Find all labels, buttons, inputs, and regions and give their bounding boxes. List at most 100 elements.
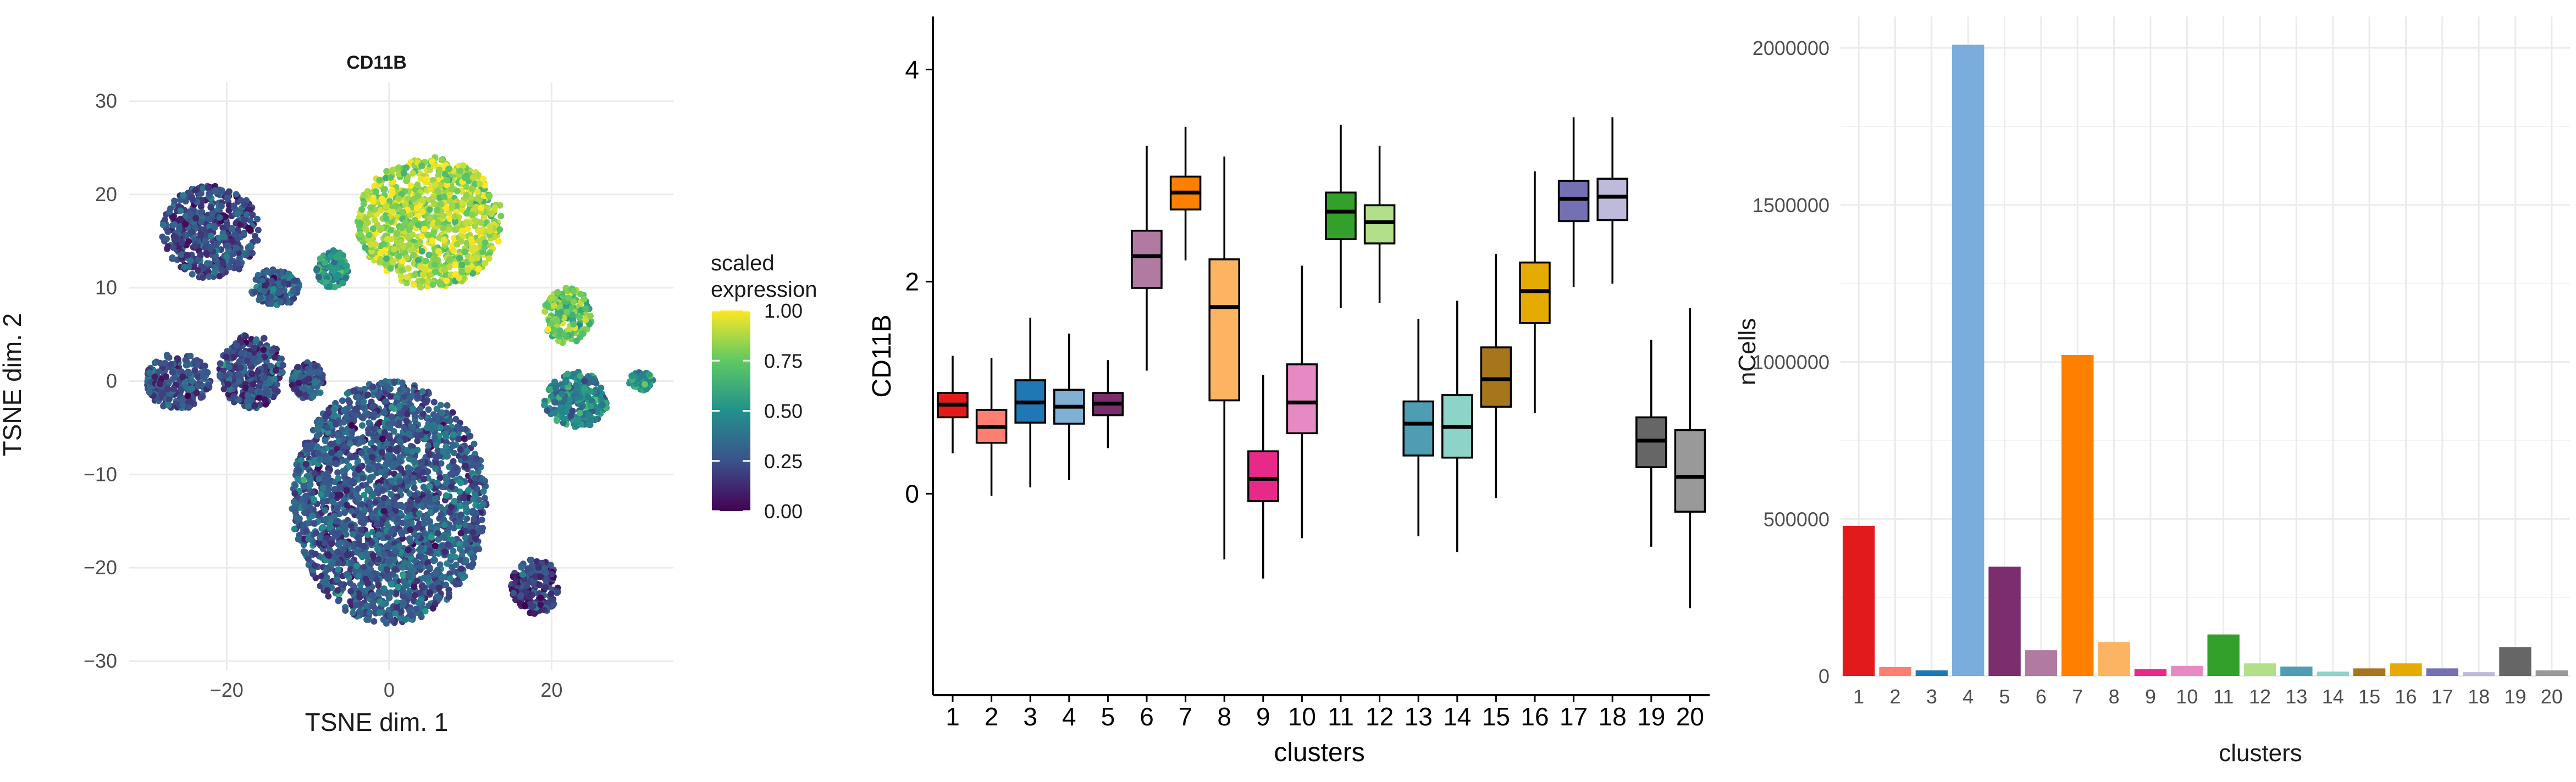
tsne-point	[178, 240, 185, 247]
tsne-point	[380, 186, 388, 193]
tsne-point	[467, 200, 474, 207]
tsne-point	[375, 531, 383, 538]
tsne-point	[335, 597, 342, 604]
tsne-point	[335, 559, 342, 565]
tsne-point	[549, 596, 556, 603]
tsne-point	[171, 221, 178, 228]
tsne-point	[413, 533, 421, 540]
tsne-point	[256, 356, 263, 363]
tsne-point	[351, 471, 358, 478]
tsne-point	[535, 564, 542, 571]
tsne-point	[246, 351, 252, 358]
tsne-point	[390, 461, 397, 468]
tsne-point	[563, 308, 571, 315]
tsne-point	[212, 187, 219, 194]
tsne-point	[400, 503, 407, 511]
tsne-point	[387, 265, 394, 272]
tsne-point	[205, 381, 212, 389]
tsne-point	[472, 245, 479, 252]
tsne-point	[318, 491, 325, 498]
tsne-point	[550, 302, 557, 309]
tsne-point	[332, 460, 339, 467]
tsne-point	[473, 546, 479, 553]
tsne-point	[317, 389, 324, 396]
tsne-point	[440, 516, 447, 523]
tsne-point	[396, 419, 403, 426]
tsne-point	[197, 190, 204, 197]
tsne-point	[385, 505, 393, 512]
tsne-point	[434, 206, 440, 213]
tsne-point	[312, 551, 319, 557]
tsne-point	[277, 298, 284, 306]
tsne-point	[411, 484, 418, 491]
tsne-point	[255, 368, 262, 375]
tsne-point	[457, 446, 464, 453]
tsne-point	[487, 228, 494, 235]
tsne-point	[358, 450, 365, 457]
tsne-point	[290, 498, 297, 506]
tsne-point	[458, 262, 466, 269]
tsne-point	[289, 287, 296, 295]
tsne-point	[179, 373, 186, 380]
tsne-point	[379, 435, 386, 442]
tsne-point	[411, 583, 418, 590]
tsne-point	[456, 254, 463, 262]
tsne-point	[368, 592, 375, 599]
tsne-point	[446, 509, 454, 516]
tsne-point	[331, 486, 338, 493]
tsne-point	[386, 424, 393, 431]
tsne-point	[191, 357, 198, 364]
tsne-point	[291, 525, 298, 533]
tsne-point	[518, 564, 525, 571]
tsne-point	[210, 222, 217, 229]
tsne-point	[282, 292, 289, 299]
tsne-point	[427, 494, 434, 501]
tsne-point	[576, 409, 583, 417]
tsne-point	[421, 574, 427, 581]
tsne-point	[461, 435, 468, 442]
tsne-point	[465, 267, 472, 274]
tsne-point	[218, 203, 225, 209]
tsne-point	[347, 588, 355, 595]
tsne-point	[336, 450, 344, 457]
tsne-point	[432, 268, 439, 275]
tsne-point	[193, 389, 200, 396]
tsne-point	[360, 201, 367, 208]
tsne-point	[563, 333, 570, 340]
tsne-point	[436, 182, 444, 189]
tsne-point	[476, 503, 483, 511]
tsne-point	[405, 506, 412, 513]
tsne-point	[457, 511, 465, 518]
tsne-point	[479, 524, 486, 531]
tsne-point	[316, 475, 323, 482]
tsne-point	[320, 578, 327, 585]
tsne-point	[436, 561, 444, 568]
tsne-point	[422, 608, 429, 615]
tsne-point	[423, 176, 430, 183]
tsne-point	[396, 403, 403, 410]
tsne-point	[234, 235, 241, 242]
tsne-point	[254, 237, 261, 244]
tsne-point	[306, 369, 313, 376]
tsne-point	[450, 431, 457, 438]
tsne-point	[250, 381, 257, 388]
tsne-point	[317, 456, 324, 463]
tsne-point	[523, 583, 530, 590]
tsne-point	[510, 590, 517, 597]
tsne-point	[512, 596, 519, 603]
tsne-point	[441, 266, 448, 273]
tsne-point	[366, 609, 373, 616]
tsne-point	[341, 442, 348, 450]
tsne-point	[445, 210, 452, 217]
tsne-point	[496, 226, 503, 233]
tsne-point	[429, 237, 436, 244]
tsne-point	[200, 185, 207, 192]
tsne-point	[417, 264, 424, 270]
tsne-point	[249, 249, 256, 257]
tsne-point	[478, 517, 485, 523]
tsne-point	[496, 202, 504, 209]
tsne-point	[403, 254, 411, 262]
tsne-point	[438, 157, 445, 164]
tsne-point	[397, 239, 403, 246]
tsne-point	[461, 174, 468, 181]
